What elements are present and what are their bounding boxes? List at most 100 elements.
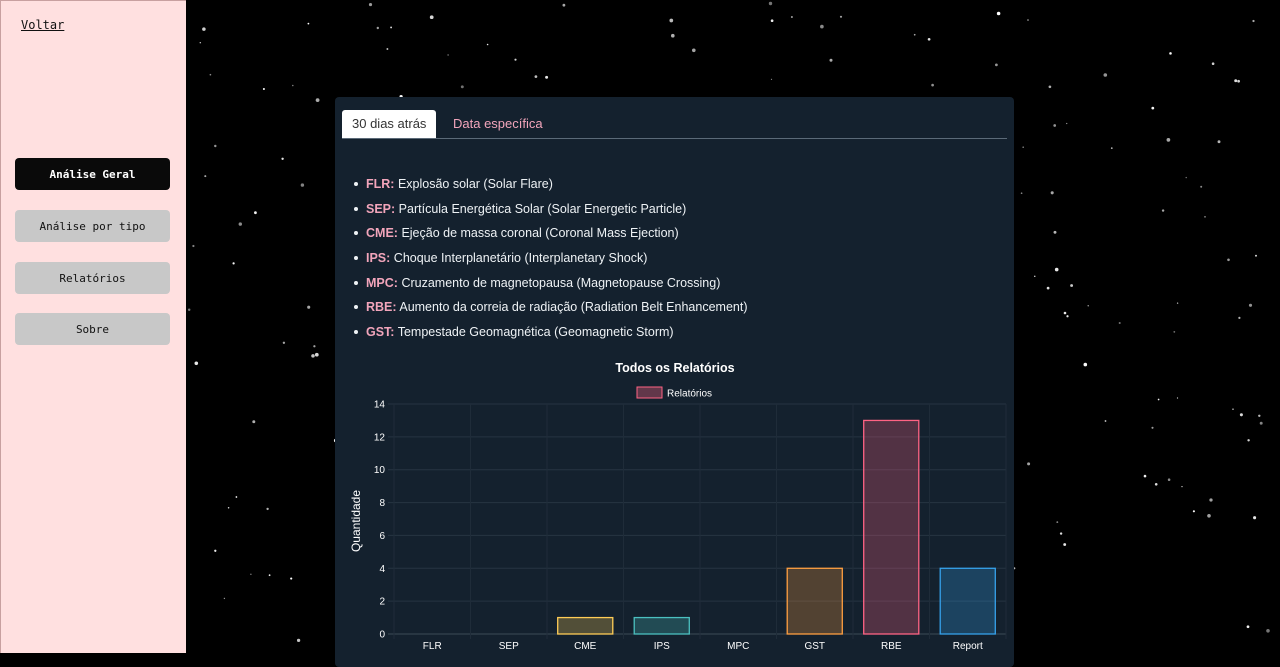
x-tick-label: IPS bbox=[654, 641, 670, 652]
legend-swatch bbox=[636, 386, 663, 399]
star bbox=[1252, 19, 1255, 23]
star bbox=[1176, 302, 1179, 304]
star bbox=[253, 211, 257, 215]
star bbox=[1048, 85, 1052, 89]
event-abbr: GST: bbox=[366, 325, 395, 340]
event-abbr: FLR: bbox=[366, 177, 395, 191]
x-tick-label: GST bbox=[804, 641, 825, 652]
star bbox=[232, 262, 235, 265]
star bbox=[1151, 426, 1154, 429]
star bbox=[268, 574, 271, 577]
star bbox=[214, 549, 217, 552]
star bbox=[1083, 362, 1088, 367]
star bbox=[995, 63, 998, 67]
star bbox=[1020, 192, 1023, 195]
star bbox=[1118, 321, 1121, 325]
star bbox=[1154, 482, 1158, 486]
event-type-list: FLR: Explosão solar (Solar Flare) SEP: P… bbox=[354, 175, 747, 348]
star bbox=[1027, 19, 1029, 21]
star bbox=[820, 24, 824, 29]
star bbox=[1227, 258, 1230, 262]
star bbox=[1050, 191, 1054, 195]
star bbox=[1063, 311, 1067, 315]
star bbox=[996, 11, 1001, 16]
x-tick-label: CME bbox=[574, 641, 597, 652]
star bbox=[1087, 305, 1089, 307]
star bbox=[1053, 124, 1057, 127]
y-tick-label: 14 bbox=[374, 400, 386, 411]
y-axis-label: Quantidade bbox=[349, 490, 363, 552]
star bbox=[1234, 79, 1238, 83]
list-item: CME: Ejeção de massa coronal (Coronal Ma… bbox=[354, 224, 747, 249]
bar-report bbox=[939, 567, 996, 635]
star bbox=[307, 22, 310, 25]
star bbox=[429, 15, 434, 20]
star bbox=[931, 83, 934, 87]
list-item: FLR: Explosão solar (Solar Flare) bbox=[354, 175, 747, 200]
nav-analise-geral-button[interactable]: Análise Geral bbox=[15, 158, 170, 190]
y-tick-label: 6 bbox=[379, 531, 385, 542]
event-abbr: IPS: bbox=[366, 251, 391, 266]
y-tick-label: 0 bbox=[379, 630, 385, 641]
star bbox=[562, 3, 566, 7]
reports-bar-chart: Todos os Relatórios Relatórios Quantidad… bbox=[349, 361, 1007, 652]
star bbox=[514, 58, 517, 61]
star bbox=[534, 75, 538, 78]
x-tick-label: RBE bbox=[881, 641, 902, 652]
star bbox=[1157, 398, 1160, 401]
tab-data-especifica[interactable]: Data específica bbox=[453, 116, 543, 131]
event-desc: Ejeção de massa coronal (Coronal Mass Ej… bbox=[401, 226, 679, 241]
star bbox=[669, 18, 674, 23]
nav-analise-por-tipo-button[interactable]: Análise por tipo bbox=[15, 210, 170, 242]
star bbox=[1253, 516, 1257, 520]
star bbox=[187, 308, 191, 311]
star bbox=[199, 41, 202, 44]
star bbox=[194, 361, 199, 366]
star bbox=[1209, 498, 1213, 502]
x-tick-label: Report bbox=[953, 641, 983, 652]
bar-gst bbox=[786, 567, 843, 635]
star bbox=[671, 33, 675, 38]
back-link[interactable]: Voltar bbox=[21, 18, 65, 32]
star bbox=[1104, 420, 1107, 422]
star bbox=[1046, 286, 1050, 290]
star bbox=[223, 597, 226, 600]
star bbox=[1053, 230, 1057, 234]
star bbox=[227, 507, 230, 509]
star bbox=[1185, 176, 1187, 179]
nav-sobre-button[interactable]: Sobre bbox=[15, 313, 170, 345]
star bbox=[1211, 62, 1215, 65]
star bbox=[1059, 532, 1063, 535]
star bbox=[1103, 73, 1108, 77]
star bbox=[1200, 185, 1203, 188]
star bbox=[311, 354, 315, 358]
star bbox=[1237, 79, 1240, 83]
star bbox=[1173, 331, 1176, 333]
star bbox=[768, 1, 773, 6]
star bbox=[252, 420, 256, 424]
star bbox=[1259, 421, 1263, 425]
main-panel: 30 dias atrás Data específica FLR: Explo… bbox=[335, 97, 1014, 667]
star bbox=[692, 48, 696, 53]
star bbox=[214, 144, 217, 148]
event-desc: Choque Interplanetário (Interplanetary S… bbox=[393, 251, 648, 266]
star bbox=[262, 87, 265, 91]
tab-30-dias[interactable]: 30 dias atrás bbox=[342, 110, 437, 138]
y-tick-label: 12 bbox=[374, 432, 386, 443]
star bbox=[1255, 254, 1257, 257]
star bbox=[390, 26, 393, 29]
sidebar: Voltar Análise Geral Análise por tipo Re… bbox=[0, 0, 186, 653]
star bbox=[770, 78, 773, 81]
list-item: RBE: Aumento da correia de radiação (Rad… bbox=[354, 298, 747, 323]
event-desc: Explosão solar (Solar Flare) bbox=[397, 177, 553, 191]
star bbox=[460, 85, 464, 89]
star bbox=[829, 58, 833, 62]
star bbox=[235, 496, 238, 498]
star bbox=[790, 15, 793, 19]
list-item: SEP: Partícula Energética Solar (Solar E… bbox=[354, 200, 747, 225]
star bbox=[545, 75, 549, 79]
bar-cme bbox=[557, 616, 614, 635]
star bbox=[913, 33, 916, 36]
star bbox=[770, 19, 774, 23]
nav-relatorios-button[interactable]: Relatórios bbox=[15, 262, 170, 294]
